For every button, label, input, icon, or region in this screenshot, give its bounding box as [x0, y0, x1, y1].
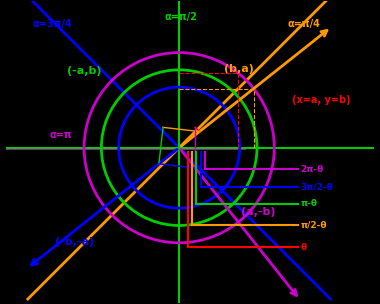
Text: (-b,-a): (-b,-a)	[55, 237, 94, 247]
Text: θ: θ	[300, 243, 306, 252]
Text: 3π/2-θ: 3π/2-θ	[300, 182, 333, 191]
Text: 2π-θ: 2π-θ	[300, 165, 323, 174]
Text: (x=a, y=b): (x=a, y=b)	[291, 95, 350, 105]
Text: (a,-b): (a,-b)	[241, 207, 276, 217]
Text: α=π: α=π	[49, 130, 72, 140]
Text: (-a,b): (-a,b)	[67, 67, 101, 77]
Text: α=π/4: α=π/4	[287, 19, 320, 29]
Text: (b,a): (b,a)	[223, 64, 253, 74]
Text: α=π/2: α=π/2	[165, 12, 198, 22]
Text: α=3π/4: α=3π/4	[32, 19, 72, 29]
Text: π-θ: π-θ	[300, 199, 317, 208]
Text: π/2-θ: π/2-θ	[300, 221, 327, 230]
